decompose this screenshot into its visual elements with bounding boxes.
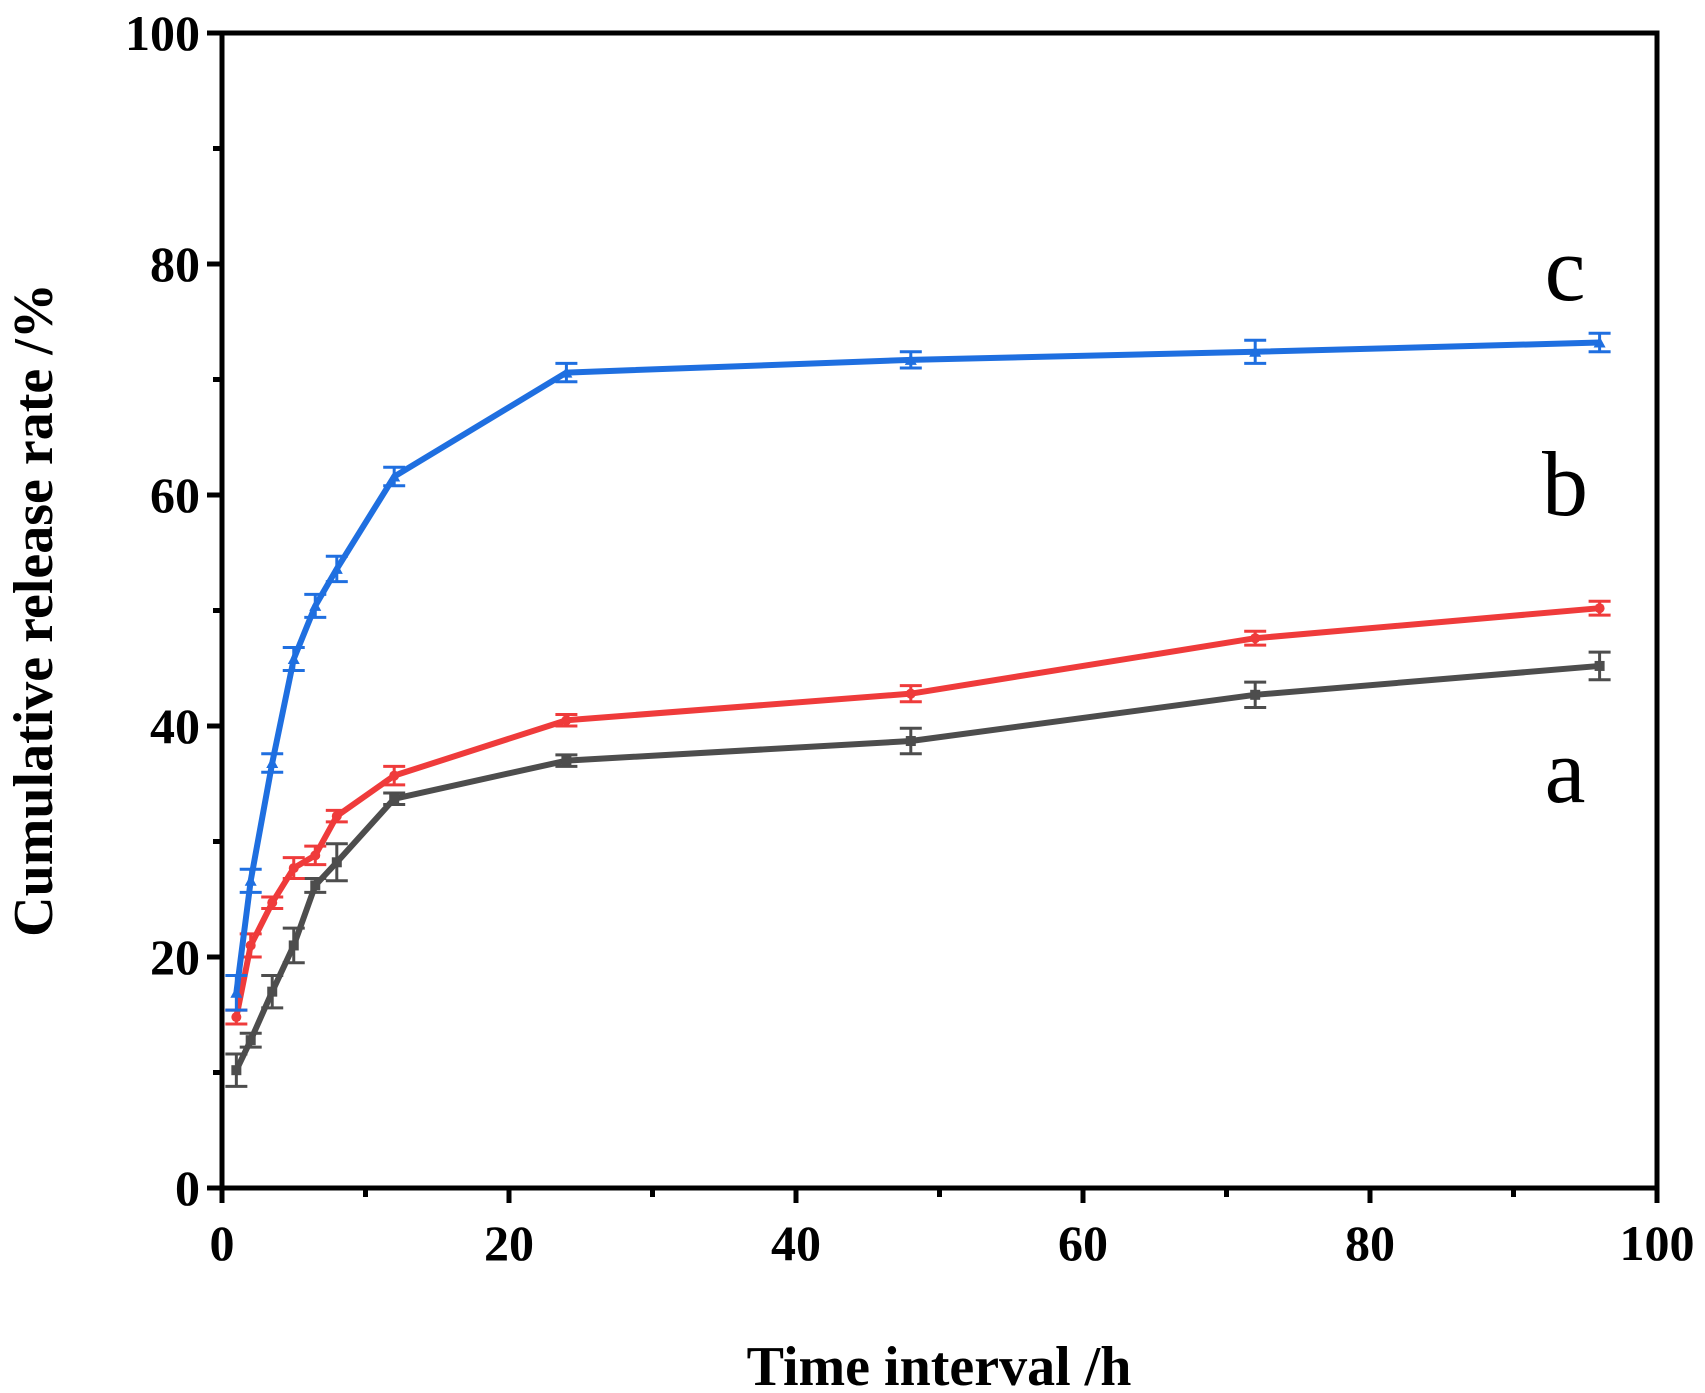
data-point [309, 599, 322, 611]
data-point [244, 874, 257, 886]
y-axis-title: Cumulative release rate /% [3, 283, 65, 937]
series-labels-layer: a b c [1542, 218, 1588, 822]
data-point [905, 688, 916, 699]
data-point [231, 1012, 242, 1023]
series-c [225, 331, 1611, 1012]
data-point [1250, 689, 1261, 700]
data-point [230, 986, 243, 998]
data-point [266, 756, 279, 768]
x-tick-label: 40 [771, 1215, 821, 1271]
series-a [225, 650, 1611, 1088]
x-tick-label: 20 [484, 1215, 534, 1271]
data-point [388, 470, 401, 482]
data-point [561, 715, 572, 726]
data-point [245, 1035, 256, 1046]
series-label-c: c [1545, 218, 1586, 320]
data-point [1593, 336, 1606, 348]
y-tick-label: 60 [150, 467, 200, 523]
y-tick-label: 20 [150, 929, 200, 985]
x-tick-label: 80 [1345, 1215, 1395, 1271]
data-point [287, 653, 300, 665]
x-axis-title: Time interval /h [747, 1336, 1132, 1393]
data-point [905, 736, 916, 747]
data-point [331, 857, 342, 868]
series-label-b: b [1542, 433, 1588, 535]
data-point [560, 366, 573, 378]
y-tick-label: 0 [175, 1160, 200, 1216]
data-point [389, 770, 400, 781]
data-point [310, 880, 321, 891]
data-point [288, 940, 299, 951]
y-tick-label: 100 [125, 5, 200, 61]
data-point [310, 850, 321, 861]
data-point [288, 863, 299, 874]
data-point [267, 986, 278, 997]
y-tick-label: 40 [150, 698, 200, 754]
data-point [331, 811, 342, 822]
data-point [561, 755, 572, 766]
data-point [245, 940, 256, 951]
data-point [389, 793, 400, 804]
data-point [904, 353, 917, 365]
ticks-layer: 0 20 40 60 80 100 0 20 40 60 80 100 [125, 5, 1695, 1271]
x-tick-label: 0 [210, 1215, 235, 1271]
data-point [330, 562, 343, 574]
series-layer [225, 331, 1611, 1088]
data-point [1250, 633, 1261, 644]
data-point [231, 1065, 242, 1076]
x-tick-label: 60 [1058, 1215, 1108, 1271]
data-point [1594, 603, 1605, 614]
series-label-a: a [1545, 720, 1586, 822]
data-point [1594, 660, 1605, 671]
x-tick-label: 100 [1620, 1215, 1695, 1271]
y-tick-label: 80 [150, 236, 200, 292]
data-point [1249, 345, 1262, 357]
data-point [267, 897, 278, 908]
series-b [225, 599, 1611, 1026]
